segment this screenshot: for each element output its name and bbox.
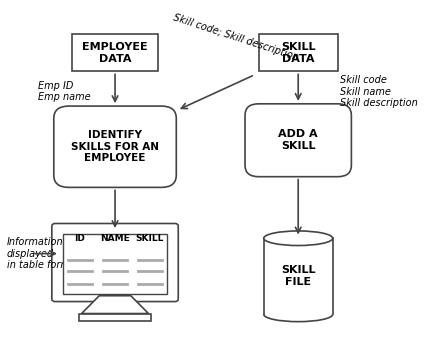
Bar xyxy=(264,238,332,314)
Text: ADD A
SKILL: ADD A SKILL xyxy=(278,129,318,151)
Polygon shape xyxy=(82,296,148,314)
Text: IDENTIFY
SKILLS FOR AN
EMPLOYEE: IDENTIFY SKILLS FOR AN EMPLOYEE xyxy=(71,130,159,163)
Text: Information
displayed
in table format: Information displayed in table format xyxy=(7,237,79,270)
Text: EMPLOYEE
DATA: EMPLOYEE DATA xyxy=(82,42,148,64)
Bar xyxy=(79,314,151,321)
FancyBboxPatch shape xyxy=(54,106,176,187)
Text: ID: ID xyxy=(74,234,85,242)
FancyBboxPatch shape xyxy=(259,34,338,72)
Text: Skill code; Skill description: Skill code; Skill description xyxy=(172,13,300,62)
FancyBboxPatch shape xyxy=(72,34,158,72)
FancyBboxPatch shape xyxy=(52,223,178,302)
Text: SKILL
FILE: SKILL FILE xyxy=(281,265,315,287)
Text: Emp ID
Emp name: Emp ID Emp name xyxy=(38,81,91,102)
FancyBboxPatch shape xyxy=(245,104,351,177)
Text: NAME: NAME xyxy=(100,234,130,242)
Text: Skill code
Skill name
Skill description: Skill code Skill name Skill description xyxy=(340,75,417,108)
Bar xyxy=(63,234,167,294)
Text: SKILL: SKILL xyxy=(135,234,164,242)
Ellipse shape xyxy=(264,231,332,245)
Text: SKILL
DATA: SKILL DATA xyxy=(281,42,315,64)
